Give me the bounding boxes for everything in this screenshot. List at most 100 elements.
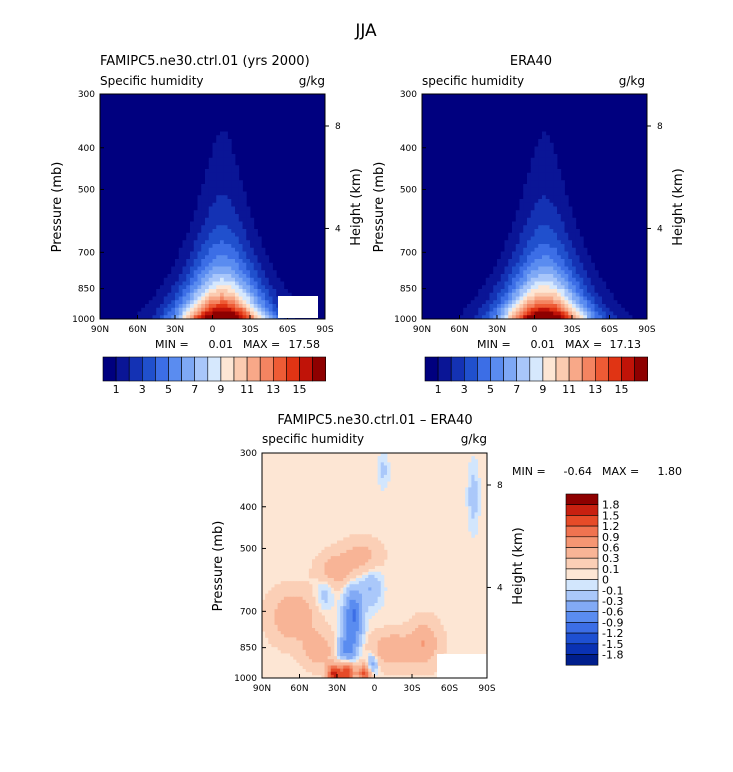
- field-cell: [337, 581, 341, 585]
- field-cell: [340, 612, 344, 616]
- field-cell: [530, 247, 535, 252]
- field-cell: [327, 599, 332, 604]
- field-cell: [178, 289, 183, 294]
- field-cell: [579, 300, 584, 305]
- field-cell: [383, 624, 388, 629]
- field-cell: [579, 270, 584, 275]
- field-cell: [553, 176, 558, 181]
- field-cell: [274, 618, 279, 623]
- field-cell: [250, 285, 255, 290]
- field-cell: [208, 214, 213, 219]
- field-cell: [216, 289, 221, 294]
- field-cell: [340, 556, 344, 560]
- colorbar-label: 1: [435, 383, 442, 396]
- field-cell: [523, 277, 528, 282]
- field-cell: [330, 637, 335, 641]
- field-cell: [305, 653, 310, 657]
- field-cell: [424, 665, 429, 670]
- field-cell: [465, 493, 469, 498]
- field-cell: [530, 169, 535, 174]
- field-cell: [355, 609, 360, 613]
- field-cell: [302, 584, 307, 588]
- field-cell: [190, 229, 195, 234]
- field-cell: [220, 161, 225, 166]
- field-cell: [268, 606, 272, 610]
- field-cell: [430, 662, 435, 666]
- field-cell: [377, 649, 382, 654]
- colorbar-label: 5: [487, 383, 494, 396]
- field-cell: [374, 593, 379, 598]
- field-cell: [352, 656, 357, 660]
- field-cell: [542, 154, 547, 159]
- field-cell: [205, 184, 210, 189]
- field-cell: [408, 665, 413, 670]
- field-cell: [193, 300, 198, 305]
- field-cell: [212, 277, 217, 282]
- field-cell: [212, 236, 217, 241]
- field-cell: [299, 587, 304, 591]
- field-cell: [290, 615, 294, 620]
- field-cell: [527, 240, 532, 245]
- field-cell: [315, 662, 319, 666]
- field-cell: [186, 296, 191, 301]
- field-cell: [568, 311, 573, 316]
- field-cell: [227, 139, 232, 144]
- field-cell: [340, 615, 344, 620]
- field-cell: [305, 609, 310, 613]
- field-cell: [482, 300, 487, 305]
- field-cell: [227, 236, 232, 241]
- field-cell: [197, 251, 202, 256]
- field-cell: [371, 559, 375, 563]
- field-cell: [468, 487, 472, 491]
- field-cell: [201, 274, 206, 279]
- field-cell: [349, 584, 354, 588]
- field-cell: [383, 631, 388, 635]
- field-cell: [515, 311, 520, 316]
- field-cell: [383, 668, 388, 673]
- field-cell: [257, 266, 262, 271]
- field-cell: [349, 618, 354, 623]
- field-cell: [197, 296, 202, 301]
- field-cell: [564, 217, 569, 222]
- field-cell: [276, 281, 281, 286]
- field-cell: [340, 559, 344, 563]
- field-cell: [530, 187, 535, 192]
- field-cell: [231, 184, 236, 189]
- field-cell: [277, 615, 282, 620]
- field-cell: [201, 184, 206, 189]
- field-cell: [242, 240, 247, 245]
- field-cell: [265, 296, 270, 301]
- field-cell: [557, 187, 562, 192]
- field-cell: [246, 274, 251, 279]
- field-cell: [330, 643, 335, 648]
- field-cell: [235, 199, 240, 204]
- field-cell: [208, 244, 213, 249]
- field-cell: [415, 646, 419, 651]
- field-cell: [238, 307, 243, 312]
- field-cell: [268, 603, 272, 607]
- field-cell: [235, 307, 240, 312]
- field-cell: [542, 289, 547, 294]
- field-cell: [545, 154, 550, 159]
- field-cell: [178, 285, 183, 290]
- field-cell: [308, 662, 313, 666]
- field-cell: [201, 221, 206, 226]
- field-cell: [349, 612, 354, 616]
- field-cell: [352, 621, 357, 626]
- field-cell: [208, 255, 213, 260]
- field-cell: [362, 543, 366, 548]
- field-cell: [272, 315, 277, 320]
- field-cell: [358, 571, 363, 576]
- field-cell: [201, 236, 206, 241]
- field-cell: [235, 244, 240, 249]
- field-cell: [330, 665, 335, 670]
- field-cell: [365, 628, 369, 632]
- field-cell: [250, 262, 255, 267]
- panel-diff-units: g/kg: [461, 432, 487, 446]
- field-cell: [374, 606, 379, 610]
- field-cell: [283, 603, 288, 607]
- field-cell: [250, 247, 255, 252]
- field-cell: [380, 559, 385, 563]
- field-cell: [265, 281, 270, 286]
- field-cell: [327, 637, 332, 641]
